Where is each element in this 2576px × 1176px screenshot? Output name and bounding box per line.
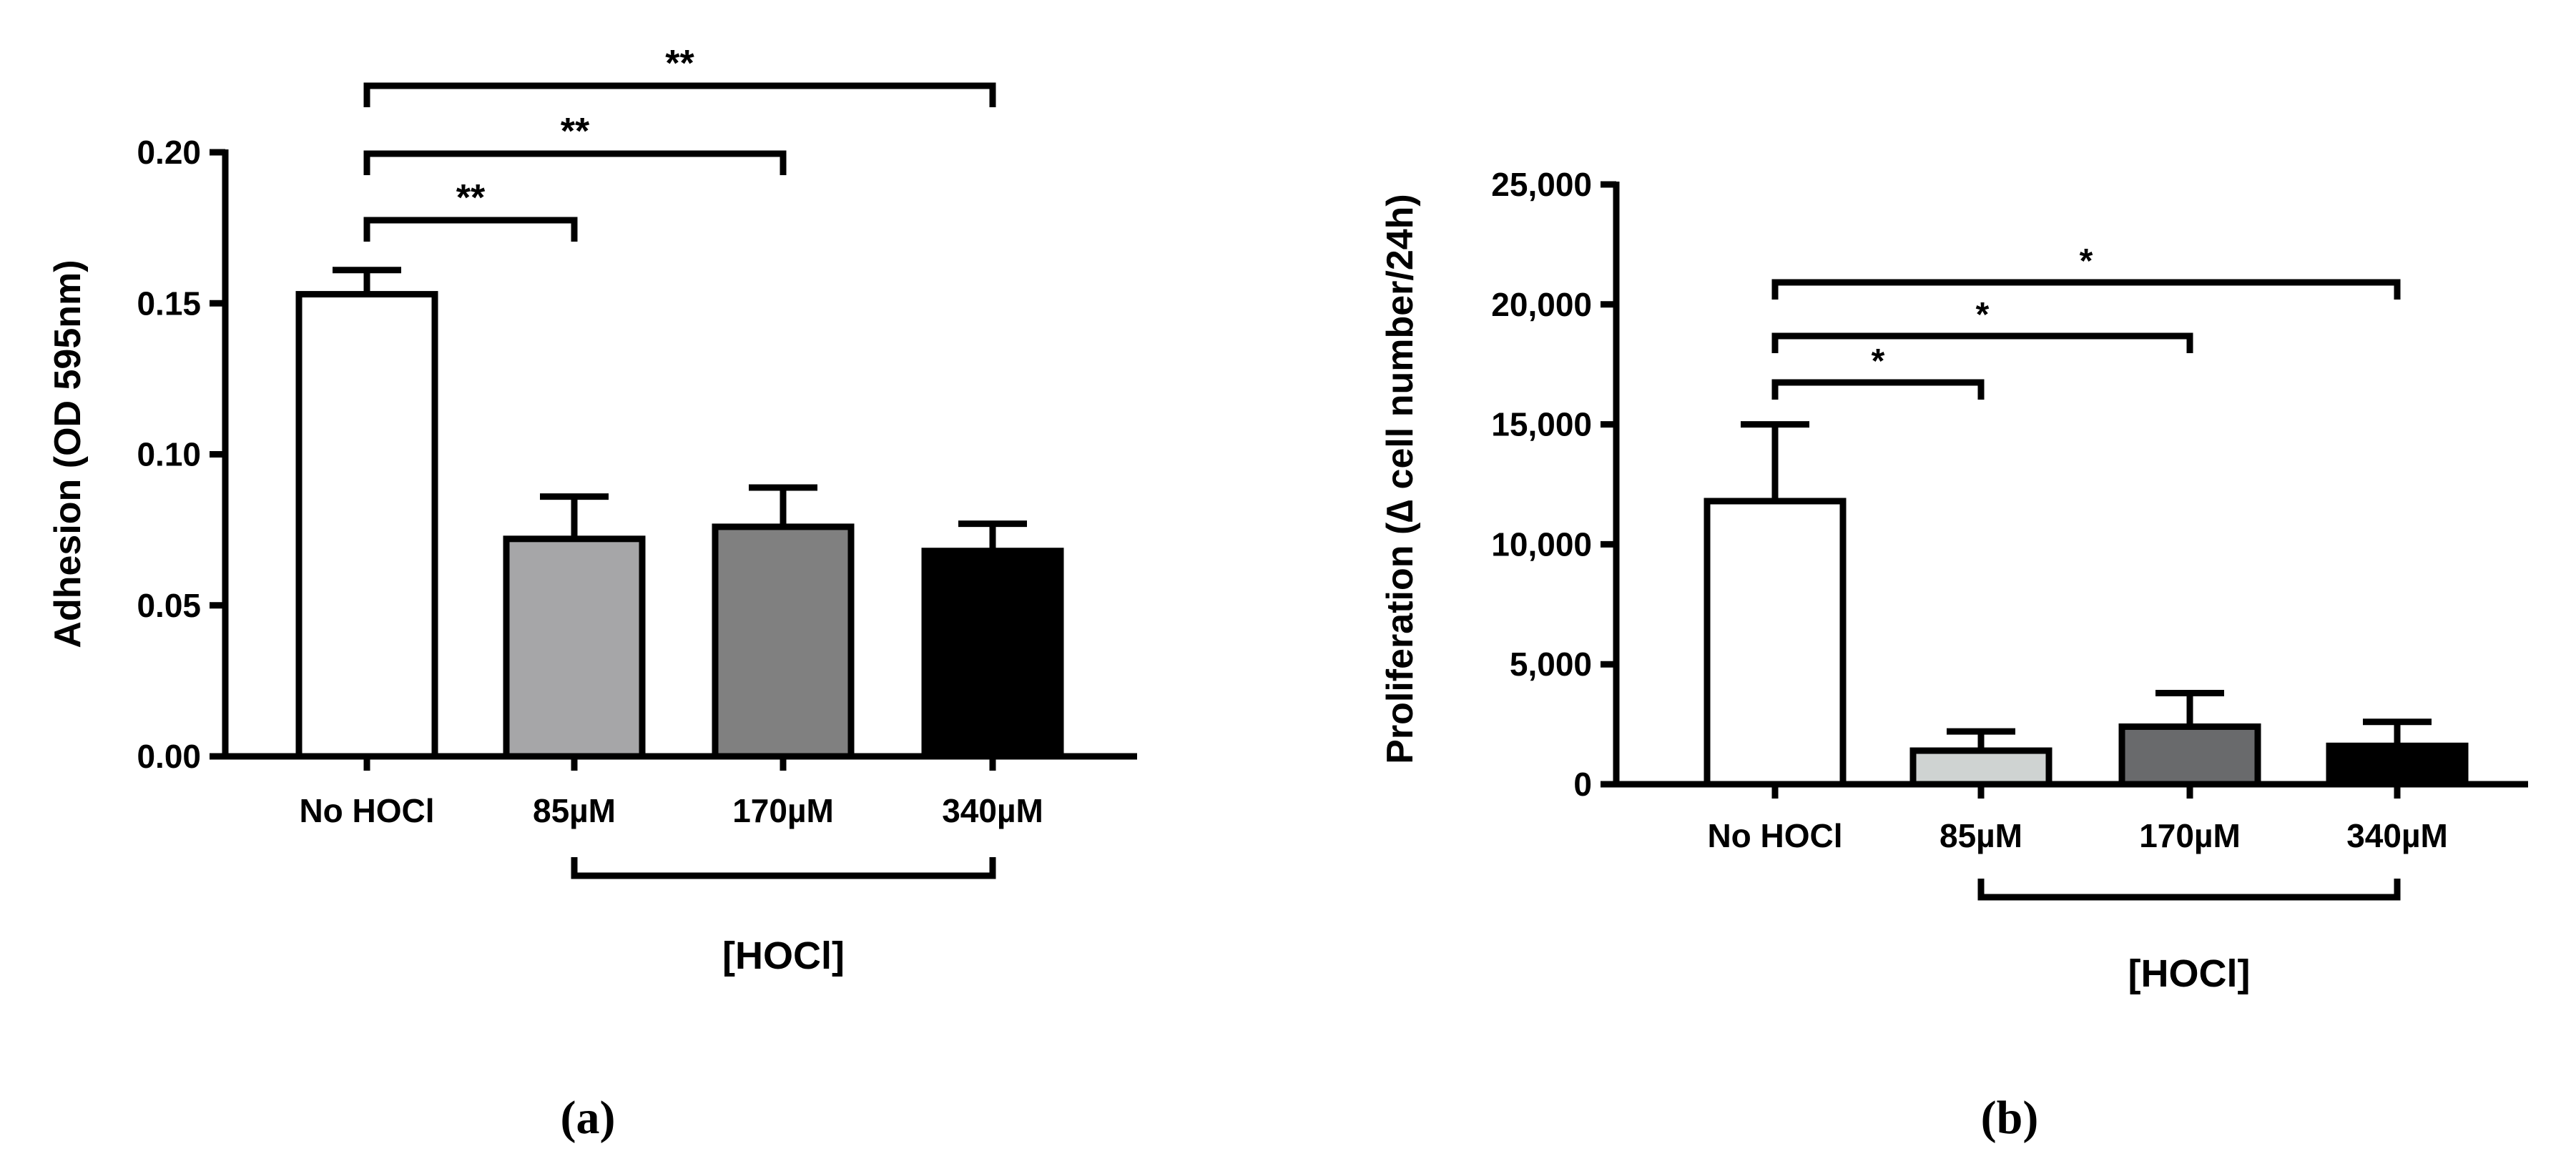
y-tick-label-5: 0.20 [137,134,201,171]
y-tick-label-4: 0.15 [137,285,201,322]
y-tick-label-1: 0 [1573,766,1592,803]
y-tick-label-2: 0.05 [137,587,201,624]
y-tick-label-5: 20,000 [1491,286,1592,323]
panel-a-caption: (a) [561,1092,616,1144]
significance-bracket-2 [1771,332,2193,353]
bar-2 [503,535,646,760]
panel-a-chart: 0.00 0.05 0.10 0.15 0.20 No HOCl 85µM 170µM 340µ… [47,43,1137,977]
category-label-1: No HOCl [1707,817,1842,854]
group-bracket [1977,879,2401,901]
y-tick-label-3: 10,000 [1491,525,1592,563]
significance-bracket-3 [363,82,996,107]
category-label-3: 170µM [2139,817,2241,854]
panel-b-caption: (b) [1981,1092,2039,1144]
category-label-4: 340µM [2346,817,2448,854]
y-axis-label: Adhesion (OD 595nm) [47,260,89,648]
y-tick-label-2: 5,000 [1510,646,1592,683]
y-axis-label: Proliferation (∆ cell number/24h) [1380,194,1421,764]
significance-bracket-2 [363,150,787,175]
category-label-3: 170µM [732,792,834,829]
significance-label-2: * [1976,296,1990,334]
y-tick-label-3: 0.10 [137,436,201,473]
group-bracket-label: [HOCl] [722,934,845,977]
significance-label-3: ** [665,43,694,84]
significance-bracket-3 [1771,279,2401,300]
y-tick-label-4: 15,000 [1491,406,1592,443]
panel-b-chart: 0 5,000 10,000 15,000 20,000 25,000 No HOCl 85µ… [1380,166,2528,995]
bar-3 [712,523,855,760]
y-tick-label-1: 0.00 [137,738,201,775]
bar-1 [1704,498,1847,788]
group-bracket-label: [HOCl] [2128,952,2251,995]
significance-label-1: * [1872,342,1885,380]
bar-1 [295,291,438,760]
significance-bracket-1 [363,217,578,242]
category-label-1: No HOCl [299,792,434,829]
category-label-2: 85µM [1940,817,2022,854]
group-bracket [571,857,996,879]
significance-bracket-1 [1771,379,1985,400]
significance-label-3: * [2080,242,2093,280]
bar-4 [921,548,1064,760]
significance-label-1: ** [456,177,486,219]
bar-4 [2326,742,2469,788]
y-tick-label-6: 25,000 [1491,166,1592,203]
bar-3 [2118,723,2261,788]
category-label-4: 340µM [942,792,1043,829]
significance-label-2: ** [561,111,590,152]
category-label-2: 85µM [533,792,616,829]
bar-2 [1909,747,2053,788]
